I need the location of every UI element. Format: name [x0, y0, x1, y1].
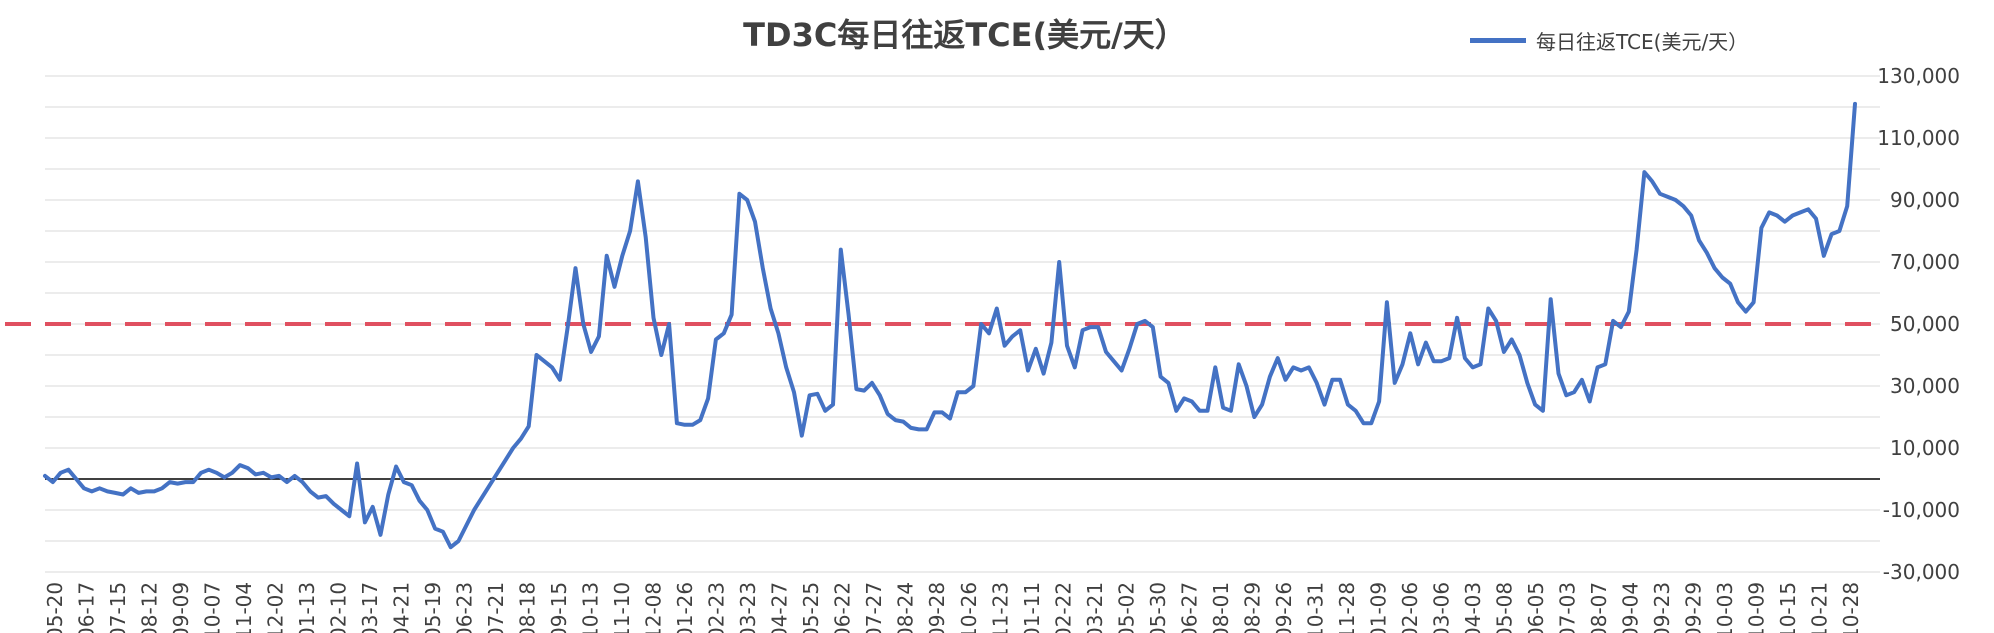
- x-tick-label: 01-26: [673, 582, 697, 633]
- x-tick-label: 11-28: [1335, 582, 1359, 633]
- x-tick-label: 03-06: [1429, 582, 1453, 633]
- x-tick-label: 09-23: [1650, 582, 1674, 633]
- x-tick-label: 11-10: [610, 582, 634, 633]
- y-tick-label: 90,000: [1890, 188, 1960, 212]
- x-tick-label: 04-03: [1461, 582, 1485, 633]
- x-tick-label: 10-21: [1807, 582, 1831, 633]
- x-tick-label: 08-18: [516, 582, 540, 633]
- x-tick-label: 10-13: [579, 582, 603, 633]
- x-tick-label: 06-22: [831, 582, 855, 633]
- x-tick-label: 06-23: [453, 582, 477, 633]
- x-tick-label: 10-07: [201, 582, 225, 633]
- x-tick-label: 09-26: [1272, 582, 1296, 633]
- x-tick-label: 03-23: [736, 582, 760, 633]
- y-tick-label: -30,000: [1883, 560, 1960, 584]
- x-tick-label: 02-10: [327, 582, 351, 633]
- x-tick-label: 02-06: [1398, 582, 1422, 633]
- x-tick-label: 05-30: [1146, 582, 1170, 633]
- x-tick-label: 01-13: [295, 582, 319, 633]
- x-tick-label: 05-08: [1492, 582, 1516, 633]
- y-tick-label: 110,000: [1877, 126, 1960, 150]
- y-tick-label: 50,000: [1890, 312, 1960, 336]
- x-tick-label: 04-27: [768, 582, 792, 633]
- x-tick-label: 12-02: [264, 582, 288, 633]
- x-tick-label: 07-03: [1555, 582, 1579, 633]
- x-tick-label: 06-27: [1177, 582, 1201, 633]
- x-tick-label: 08-29: [1240, 582, 1264, 633]
- x-tick-label: 12-08: [642, 582, 666, 633]
- x-tick-label: 07-15: [106, 582, 130, 633]
- x-tick-label: 09-15: [547, 582, 571, 633]
- x-tick-label: 05-19: [421, 582, 445, 633]
- x-tick-label: 05-02: [1114, 582, 1138, 633]
- y-tick-label: 70,000: [1890, 250, 1960, 274]
- x-tick-label: 11-23: [988, 582, 1012, 633]
- x-tick-label: 08-24: [894, 582, 918, 633]
- x-tick-label: 03-21: [1083, 582, 1107, 633]
- x-tick-label: 09-29: [1681, 582, 1705, 633]
- legend: 每日往返TCE(美元/天）: [1470, 25, 1748, 55]
- legend-label: 每日往返TCE(美元/天）: [1536, 29, 1749, 54]
- x-tick-label: 05-20: [43, 582, 67, 633]
- chart-title: TD3C每日往返TCE(美元/天）: [743, 16, 1187, 54]
- x-tick-label: 09-09: [169, 582, 193, 633]
- x-tick-label: 06-17: [75, 582, 99, 633]
- legend-swatch: [1470, 37, 1526, 43]
- x-tick-label: 10-03: [1713, 582, 1737, 633]
- x-tick-label: 01-09: [1366, 582, 1390, 633]
- y-tick-label: 130,000: [1877, 64, 1960, 88]
- x-tick-label: 08-07: [1587, 582, 1611, 633]
- x-tick-label: 10-15: [1776, 582, 1800, 633]
- x-tick-label: 11-04: [232, 582, 256, 633]
- x-tick-label: 07-27: [862, 582, 886, 633]
- x-tick-label: 02-22: [1051, 582, 1075, 633]
- y-tick-label: -10,000: [1883, 498, 1960, 522]
- x-tick-label: 02-23: [705, 582, 729, 633]
- x-tick-label: 06-05: [1524, 582, 1548, 633]
- x-tick-label: 10-28: [1839, 582, 1863, 633]
- x-tick-label: 07-21: [484, 582, 508, 633]
- x-tick-label: 10-31: [1303, 582, 1327, 633]
- x-tick-label: 08-01: [1209, 582, 1233, 633]
- x-tick-label: 03-17: [358, 582, 382, 633]
- x-tick-label: 05-25: [799, 582, 823, 633]
- x-tick-label: 10-26: [957, 582, 981, 633]
- x-tick-label: 01-11: [1020, 582, 1044, 633]
- y-tick-label: 10,000: [1890, 436, 1960, 460]
- series-line: [43, 101, 1857, 550]
- x-tick-label: 08-12: [138, 582, 162, 633]
- x-tick-label: 09-28: [925, 582, 949, 633]
- y-tick-label: 30,000: [1890, 374, 1960, 398]
- x-tick-label: 10-09: [1744, 582, 1768, 633]
- x-tick-label: 04-21: [390, 582, 414, 633]
- x-tick-label: 09-04: [1618, 582, 1642, 633]
